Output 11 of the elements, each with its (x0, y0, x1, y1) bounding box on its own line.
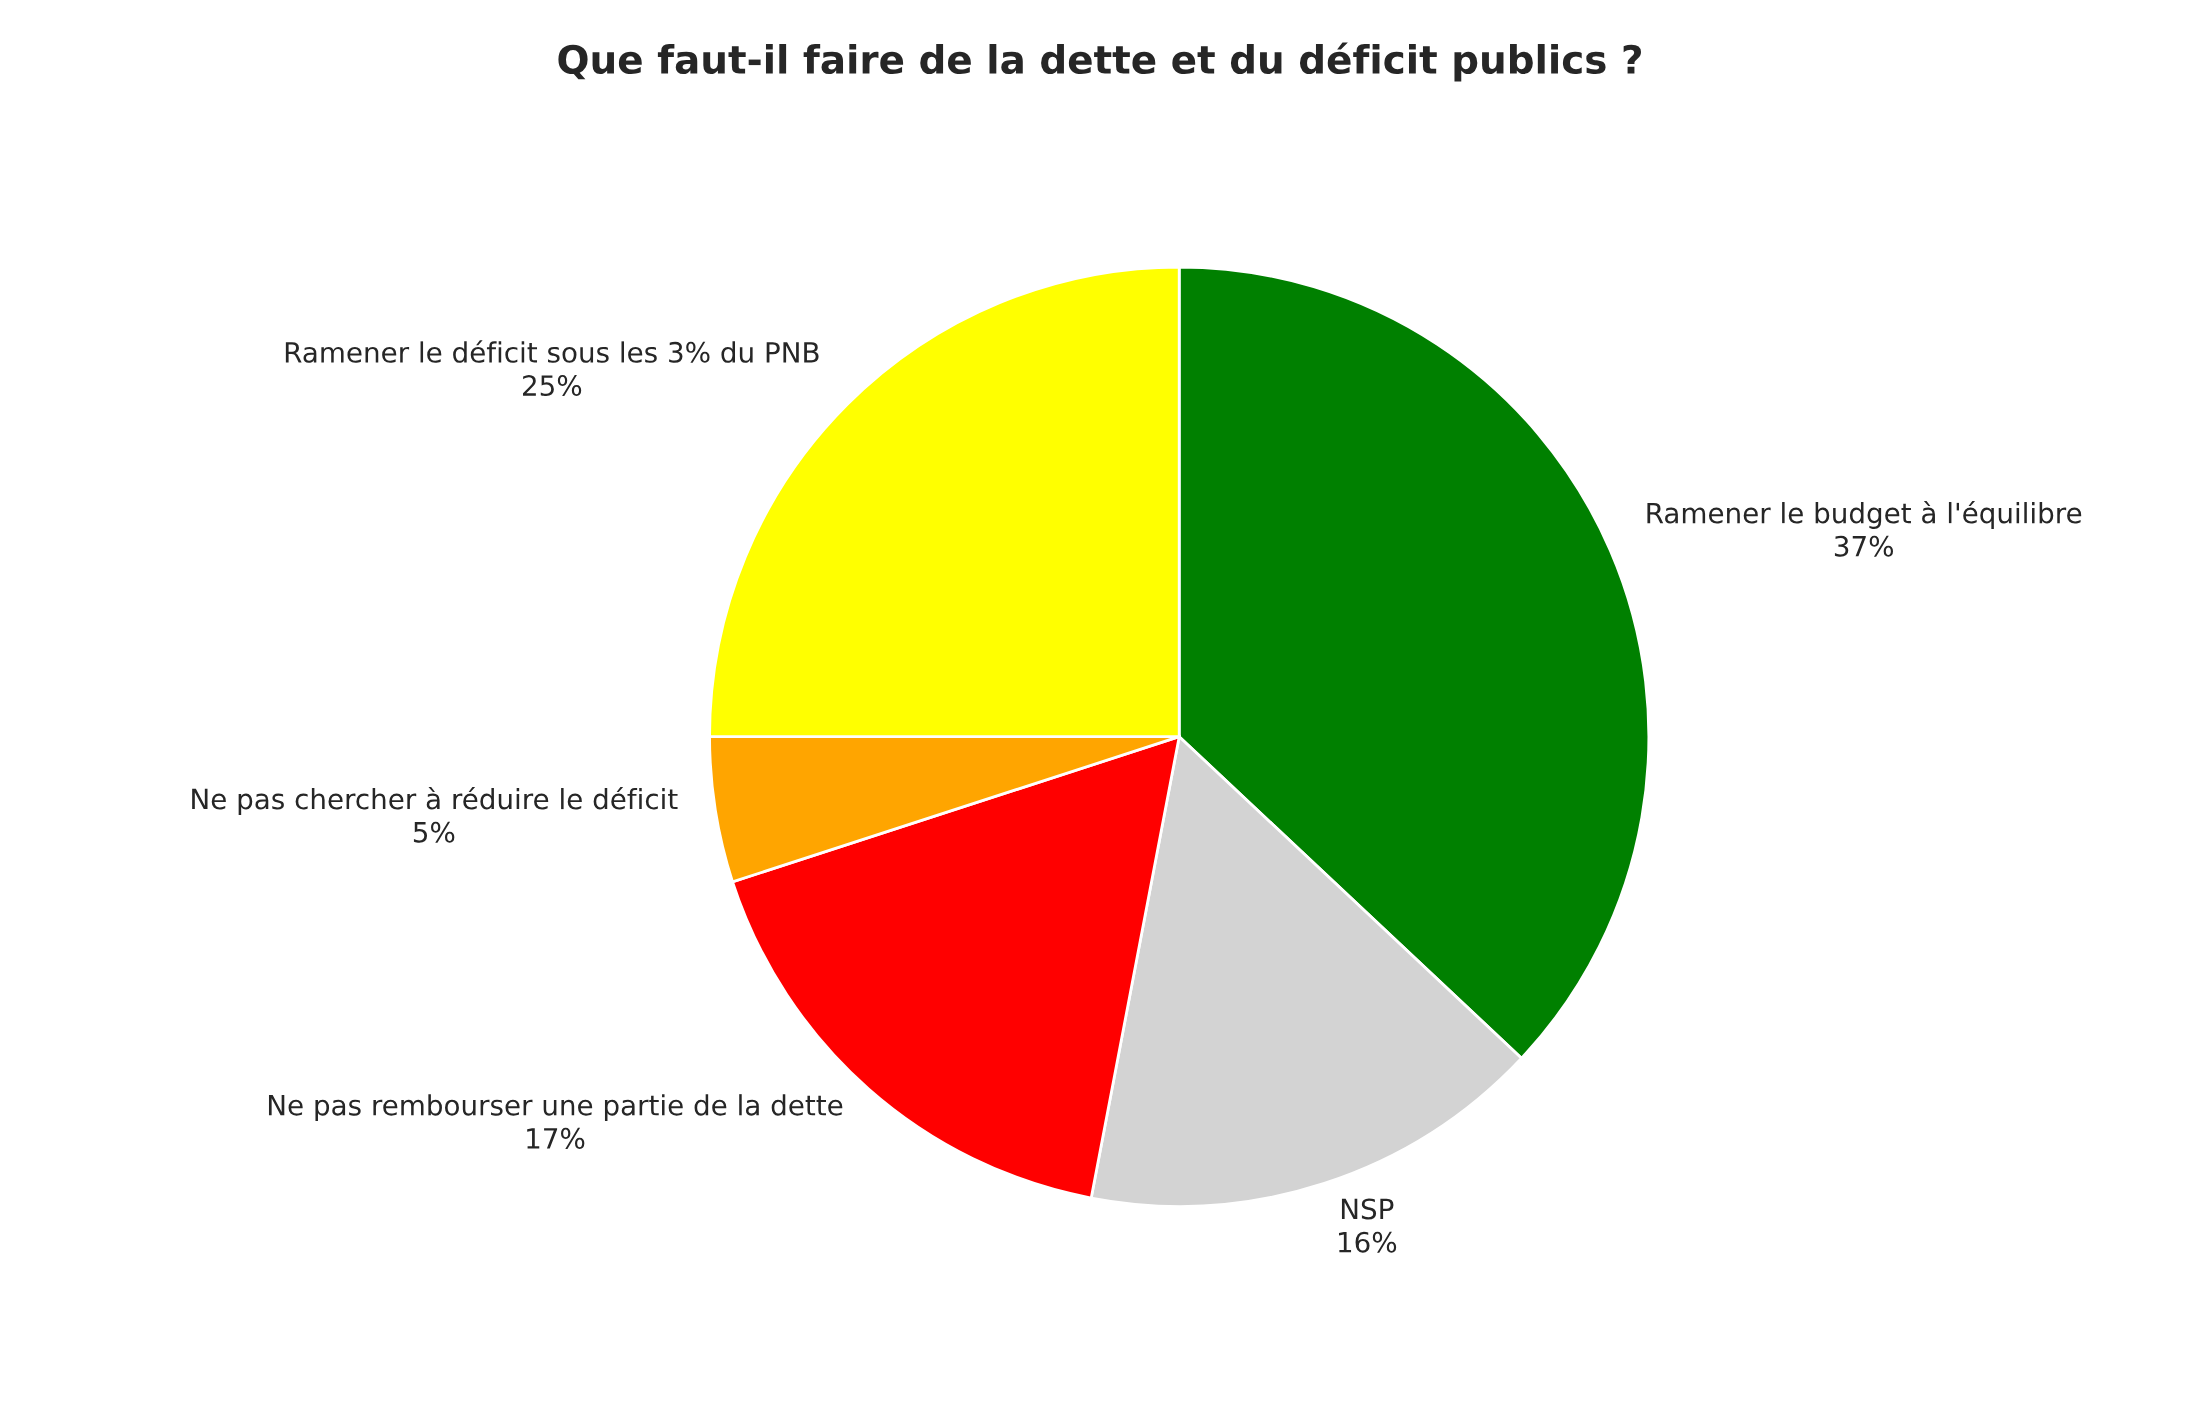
data-label: 5% (413, 821, 455, 843)
data-label: 16% (1338, 1231, 1397, 1253)
chart-title: Que faut-il faire de la dette et du déficit publics ? (558, 42, 1641, 82)
data-label: 17% (527, 1127, 585, 1149)
slice-label: Ramener le déficit sous les 3% du PNB (285, 340, 819, 363)
data-label: 37% (1834, 535, 1894, 557)
data-label: 25% (523, 375, 582, 397)
slice-label: NSP (1341, 1198, 1394, 1220)
slice-label: Ne pas rembourser une partie de la dette (268, 1094, 843, 1122)
slice-label: Ramener le budget à l'équilibre (1647, 500, 2082, 529)
slice-label: Ne pas chercher à réduire le déficit (192, 786, 678, 815)
